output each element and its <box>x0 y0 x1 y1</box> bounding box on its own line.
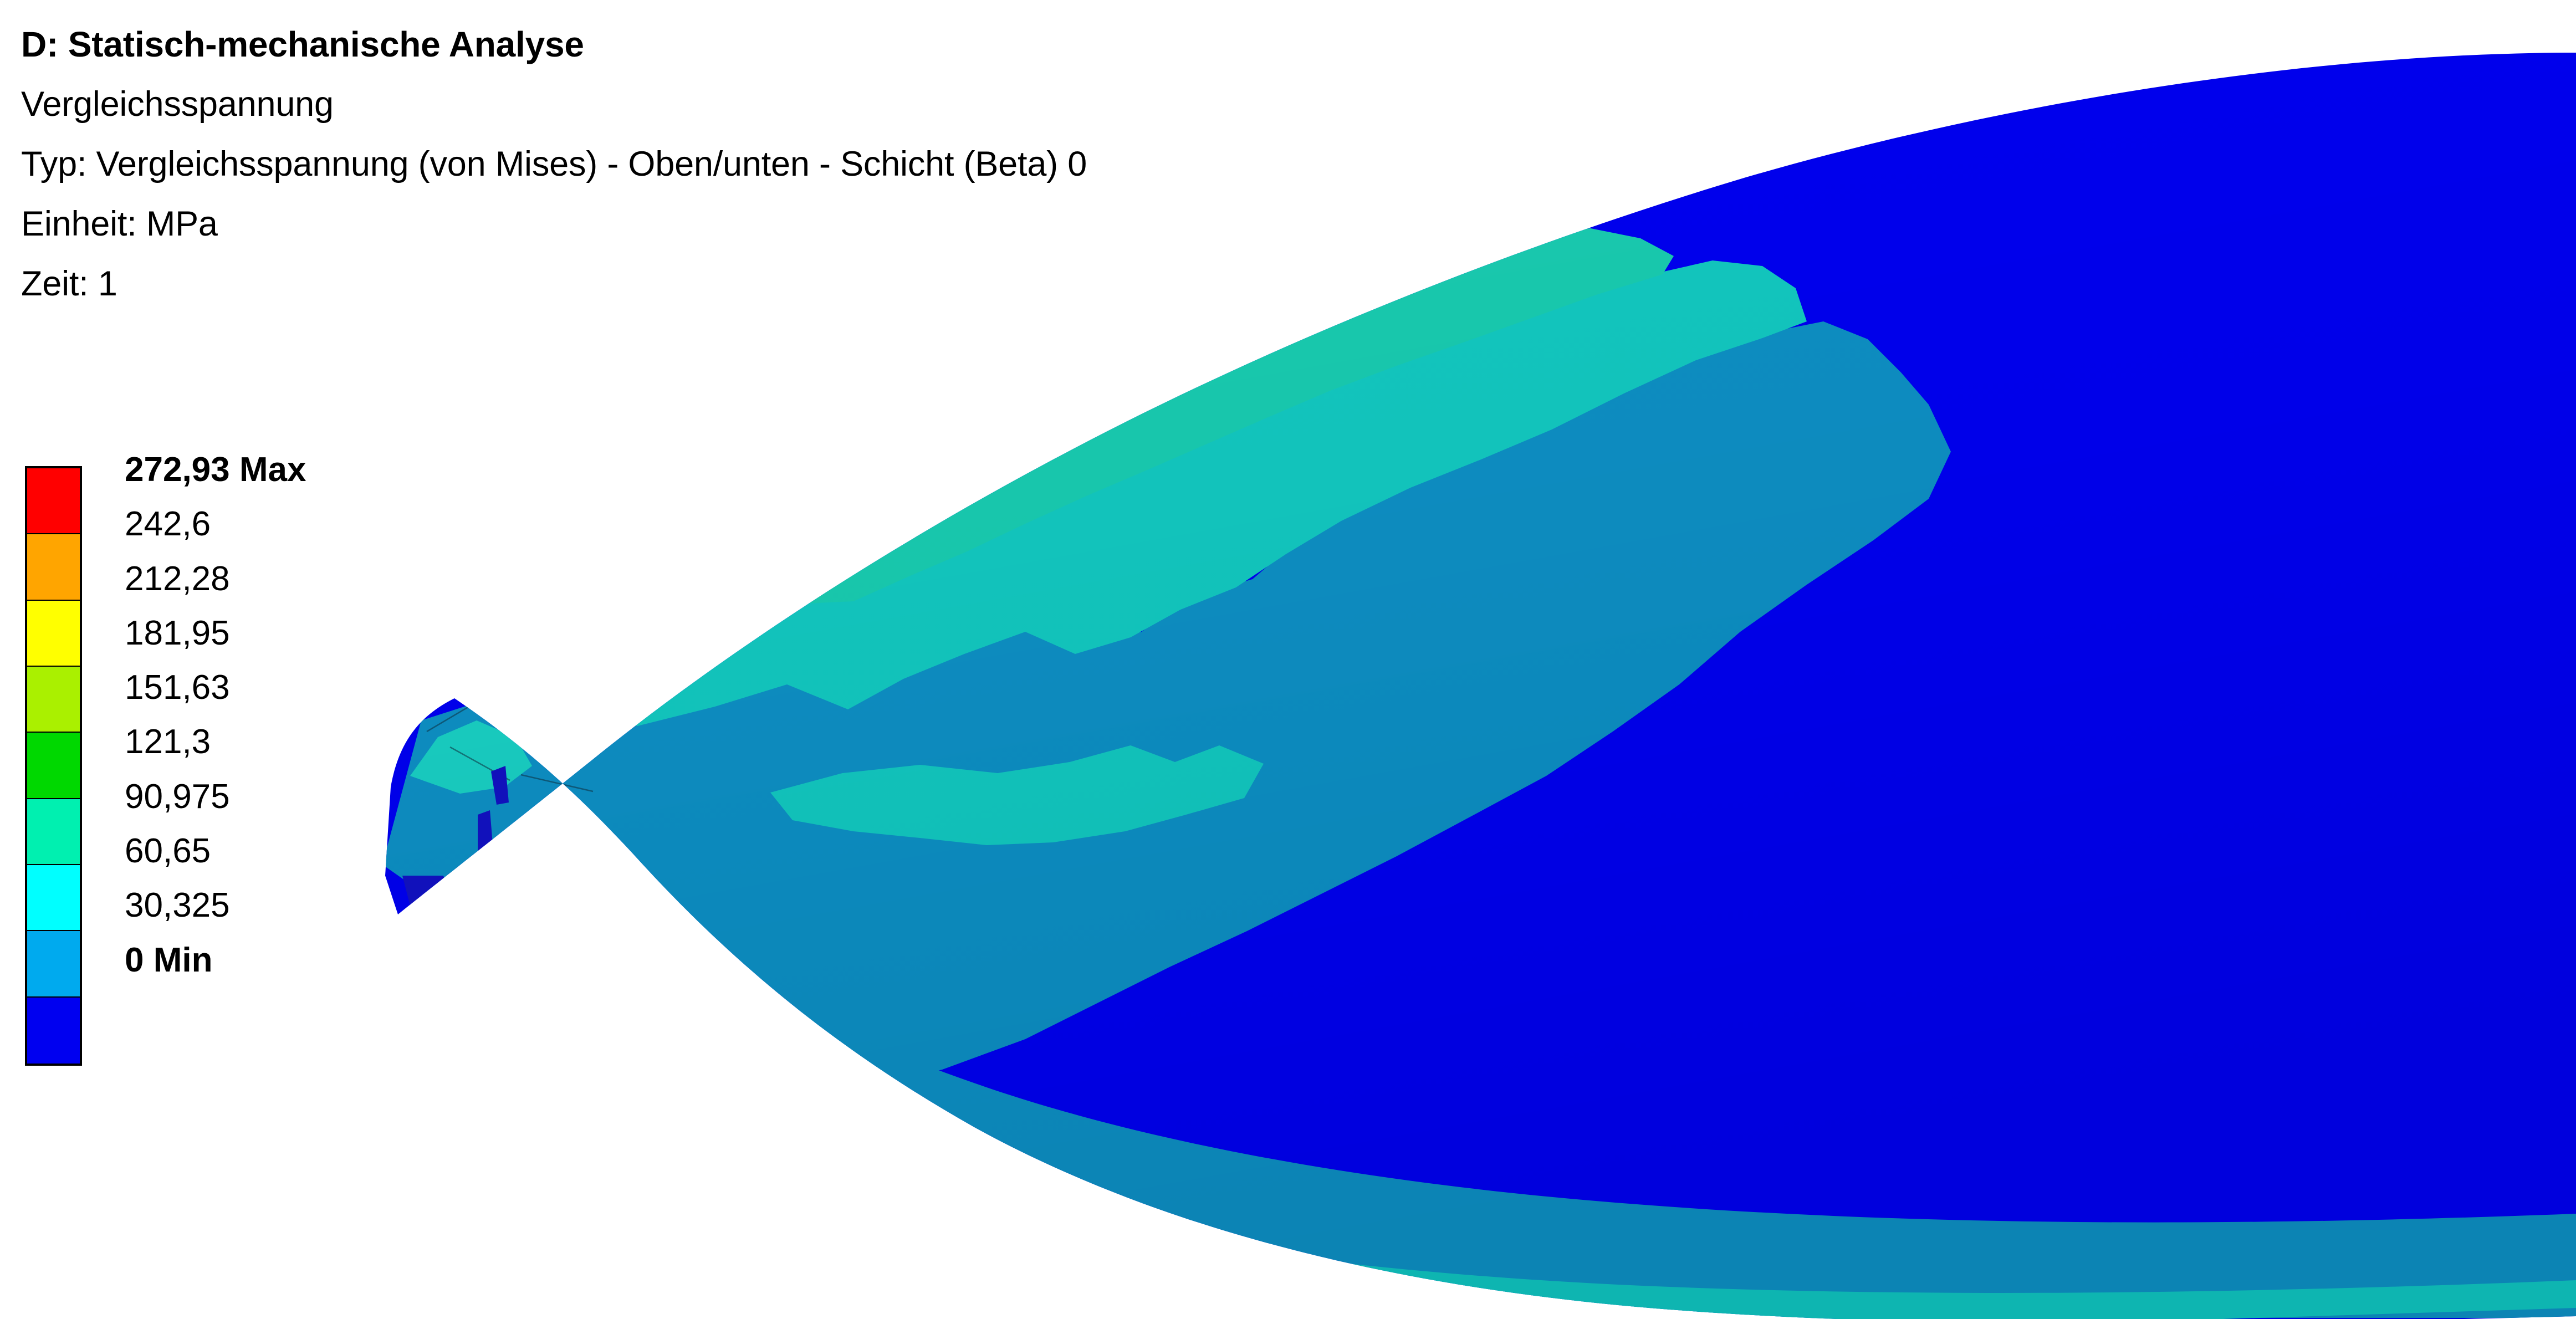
legend-label-max: 272,93 Max <box>125 451 306 489</box>
legend-swatch-121-151[interactable] <box>27 733 80 799</box>
legend-label-242-6: 242,6 <box>125 505 211 544</box>
legend-label-60-65: 60,65 <box>125 832 211 871</box>
legend-label-212-28: 212,28 <box>125 559 230 598</box>
result-type: Typ: Vergleichsspannung (von Mises) - Ob… <box>21 145 1087 183</box>
legend-color-bar[interactable] <box>25 466 82 1066</box>
legend-swatch-181-212[interactable] <box>27 600 80 667</box>
legend-swatch-151-181[interactable] <box>27 666 80 733</box>
legend-label-90-975: 90,975 <box>125 777 230 816</box>
legend-swatch-0-30[interactable] <box>27 997 80 1064</box>
legend-labels: 272,93 Max 242,6 212,28 181,95 151,63 12… <box>125 443 306 988</box>
legend-swatch-60-90[interactable] <box>27 865 80 932</box>
facet-sliver-b <box>402 876 454 937</box>
legend-label-151-63: 151,63 <box>125 668 230 707</box>
legend-label-121-3: 121,3 <box>125 723 211 761</box>
legend-label-181-95: 181,95 <box>125 614 230 652</box>
result-unit: Einheit: MPa <box>21 205 218 243</box>
legend-swatch-90-121[interactable] <box>27 799 80 865</box>
contour-band-242-272-hotspot <box>632 586 693 622</box>
result-name: Vergleichsspannung <box>21 85 334 124</box>
legend-label-30-325: 30,325 <box>125 886 230 925</box>
analysis-title: D: Statisch-mechanische Analyse <box>21 24 584 64</box>
legend-swatch-212-242[interactable] <box>27 534 80 601</box>
legend-swatch-30-60[interactable] <box>27 931 80 998</box>
result-time: Zeit: 1 <box>21 264 117 303</box>
contour-band-181-212 <box>589 536 791 645</box>
legend-swatch-242-272[interactable] <box>27 468 80 535</box>
facet-sliver-c <box>491 766 509 805</box>
result-header: D: Statisch-mechanische Analyse Vergleic… <box>21 14 1517 314</box>
legend-label-min: 0 Min <box>125 940 213 979</box>
contour-band-212-242 <box>607 561 740 630</box>
